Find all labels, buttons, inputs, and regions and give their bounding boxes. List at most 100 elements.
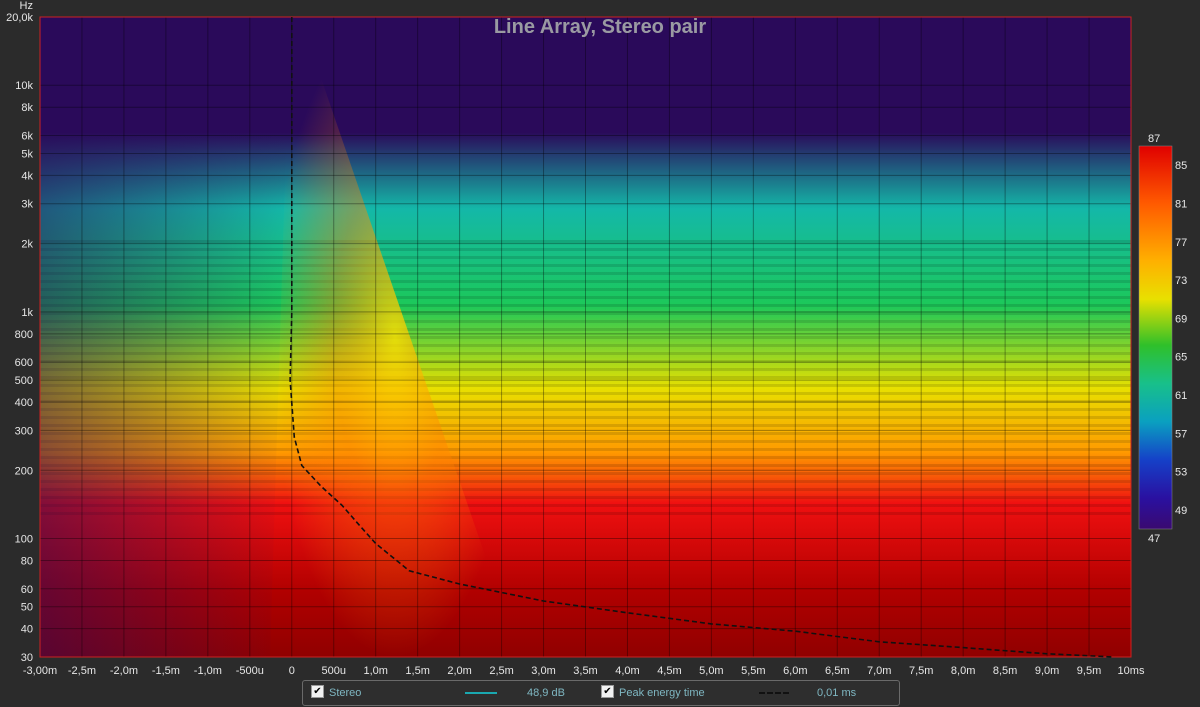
spectrogram-stripe <box>40 272 1131 275</box>
chart-title: Line Array, Stereo pair <box>494 16 707 38</box>
spectrogram-stripe <box>40 296 1131 299</box>
spectrogram-stripe <box>40 440 1131 443</box>
x-tick-label: 2,0m <box>447 665 471 677</box>
colorbar-tick-label: 69 <box>1175 313 1187 325</box>
x-tick-label: 2,5m <box>489 665 513 677</box>
spectrogram-stripe <box>40 416 1131 419</box>
spectrogram-stripe <box>40 256 1131 259</box>
colorbar-tick-label: 73 <box>1175 275 1187 287</box>
spectrogram-stripe <box>40 352 1131 355</box>
spectrogram-stripe <box>40 280 1131 283</box>
x-tick-label: 7,0m <box>867 665 891 677</box>
x-tick-label: 3,0m <box>531 665 555 677</box>
spectrogram-stripe <box>40 504 1131 507</box>
y-tick-label: 60 <box>21 584 33 596</box>
spectrogram-stripe <box>40 480 1131 483</box>
spectrogram-stripe <box>40 472 1131 475</box>
spectrogram-stripe <box>40 432 1131 435</box>
spectrogram-stripe <box>40 408 1131 411</box>
colorbar-tick-label: 81 <box>1175 198 1187 210</box>
y-tick-label: 800 <box>15 329 33 341</box>
check-icon: ✔ <box>313 686 322 697</box>
y-tick-label: 200 <box>15 465 33 477</box>
spectrogram-stripe <box>40 376 1131 379</box>
spectrogram-stripe <box>40 248 1131 251</box>
colorbar-tick-label: 85 <box>1175 160 1187 172</box>
x-tick-label: 6,0m <box>783 665 807 677</box>
stereo-checkbox[interactable]: ✔ <box>311 685 324 698</box>
colorbar-tick-label: 65 <box>1175 352 1187 364</box>
peak-energy-value: 0,01 ms <box>817 687 857 699</box>
y-tick-label: 20,0k <box>6 12 33 24</box>
y-tick-label: 30 <box>21 652 33 664</box>
y-tick-label: 300 <box>15 425 33 437</box>
y-axis-unit-label: Hz <box>20 0 33 12</box>
spectrogram-stripe <box>40 240 1131 243</box>
impulse-highlight <box>270 17 520 657</box>
y-tick-label: 8k <box>21 102 33 114</box>
spectrogram-stripe <box>40 368 1131 371</box>
stereo-label: Stereo <box>329 687 362 699</box>
spectrogram-stripe <box>40 328 1131 331</box>
spectrogram-stripe <box>40 448 1131 451</box>
spectrogram-stripe <box>40 384 1131 387</box>
y-tick-label: 6k <box>21 131 33 143</box>
x-tick-label: 4,5m <box>657 665 681 677</box>
colorbar: 87 47 85 81 77 73 69 65 61 57 53 49 <box>1138 133 1187 545</box>
colorbar-tick-label: 57 <box>1175 428 1187 440</box>
x-tick-label: 5,0m <box>699 665 723 677</box>
peak-energy-checkbox[interactable]: ✔ <box>601 685 614 698</box>
x-tick-label: 6,5m <box>825 665 849 677</box>
x-tick-label: 8,0m <box>951 665 975 677</box>
x-tick-label: 1,5m <box>405 665 429 677</box>
x-tick-label: -1,5m <box>152 665 180 677</box>
x-tick-label: -3,00m <box>23 665 57 677</box>
colorbar-tick-label: 53 <box>1175 467 1187 479</box>
y-tick-label: 500 <box>15 375 33 387</box>
spectrogram-stripe <box>40 400 1131 403</box>
legend-box: ✔ Stereo 48,9 dB ✔ Peak energy time 0,01… <box>302 680 900 706</box>
x-tick-label: -2,5m <box>68 665 96 677</box>
peak-energy-curve <box>289 17 1115 658</box>
peak-energy-label: Peak energy time <box>619 687 705 699</box>
y-tick-label: 80 <box>21 555 33 567</box>
spectrogram-stripe <box>40 488 1131 491</box>
spectrogram-stripe <box>40 392 1131 395</box>
x-tick-label: 3,5m <box>573 665 597 677</box>
spectrogram-stripe <box>40 464 1131 467</box>
x-tick-label: 0 <box>289 665 295 677</box>
colorbar-scale <box>1138 145 1173 530</box>
spectrogram-stripe <box>40 304 1131 307</box>
spectrogram-stripe <box>40 512 1131 515</box>
y-tick-label: 50 <box>21 602 33 614</box>
y-tick-label: 10k <box>15 80 33 92</box>
colorbar-max-label: 87 <box>1148 133 1160 145</box>
spectrogram-stripe <box>40 320 1131 323</box>
plot-border <box>39 16 1132 658</box>
spectrogram-chart: Line Array, Stereo pair Hz 20,0k 10k 8k 6k 5… <box>6 0 1187 677</box>
plot-area: Line Array, Stereo pair <box>39 16 1132 658</box>
y-tick-label: 2k <box>21 239 33 251</box>
y-tick-label: 400 <box>15 397 33 409</box>
spectrogram-bands <box>40 240 1131 515</box>
x-tick-label: 10ms <box>1118 665 1145 677</box>
spectrogram-stripe <box>40 456 1131 459</box>
x-axis: -3,00m -2,5m -2,0m -1,5m -1,0m -500u 0 500u 1,0m… <box>23 665 1145 677</box>
y-tick-label: 3k <box>21 199 33 211</box>
y-tick-label: 600 <box>15 357 33 369</box>
colorbar-min-label: 47 <box>1148 533 1160 545</box>
spectrogram-stripe <box>40 344 1131 347</box>
pre-impulse-fade <box>40 17 290 657</box>
x-tick-label: -2,0m <box>110 665 138 677</box>
x-tick-label: -1,0m <box>194 665 222 677</box>
y-tick-label: 100 <box>15 533 33 545</box>
x-tick-label: 9,5m <box>1077 665 1101 677</box>
x-tick-label: 7,5m <box>909 665 933 677</box>
colorbar-tick-label: 61 <box>1175 390 1187 402</box>
spectrogram-stripe <box>40 288 1131 291</box>
stereo-value: 48,9 dB <box>527 687 565 699</box>
spectrogram-stripe <box>40 336 1131 339</box>
x-tick-label: 9,0m <box>1035 665 1059 677</box>
colorbar-tick-label: 77 <box>1175 237 1187 249</box>
x-tick-label: 8,5m <box>993 665 1017 677</box>
